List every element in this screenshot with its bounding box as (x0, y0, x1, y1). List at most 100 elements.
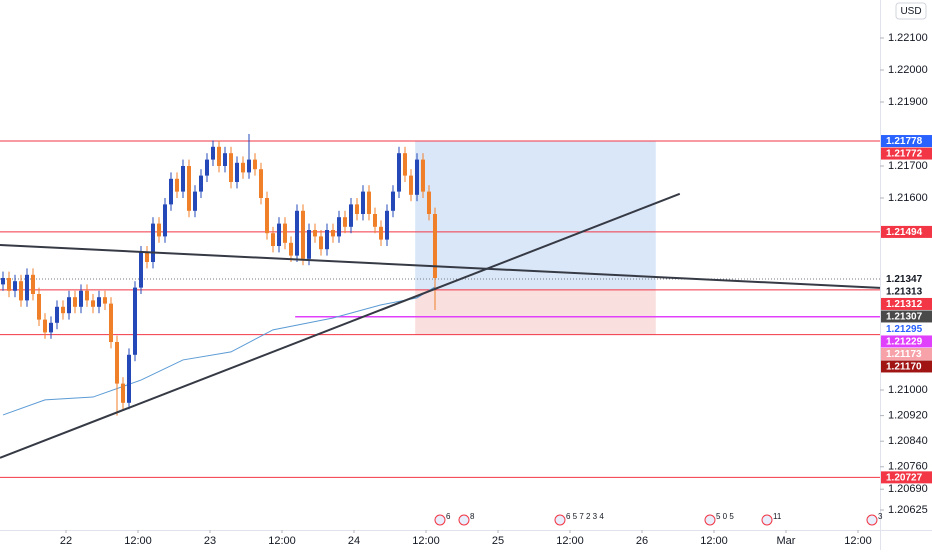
candle-body (288, 242, 293, 256)
candle-body (384, 210, 389, 240)
candle-body (396, 153, 401, 192)
candle-body (204, 159, 209, 176)
price-label: 1.21313 (886, 287, 923, 298)
price-label: 1.21778 (886, 136, 923, 147)
candle-body (264, 198, 269, 234)
event-label: 6 5 7 2 3 4 (566, 512, 604, 521)
price-label-box (881, 135, 932, 148)
x-tick-label: 25 (492, 535, 504, 547)
candle-body (42, 319, 47, 333)
price-label-box (881, 335, 932, 348)
candle-body (246, 159, 251, 173)
candle-body (30, 274, 35, 294)
x-tick-label: 12:00 (700, 535, 728, 547)
x-tick-label: 23 (204, 535, 216, 547)
candle-body (66, 297, 71, 314)
candle-body (360, 191, 365, 214)
price-label-box (881, 360, 932, 373)
candle-body (108, 303, 113, 342)
price-label: 1.21229 (886, 337, 923, 348)
candle-body (48, 322, 53, 333)
candle-body (270, 233, 275, 246)
currency-button[interactable] (895, 2, 927, 20)
y-tick-label: 1.20625 (888, 504, 928, 516)
stop-zone (415, 289, 656, 335)
y-tick-label: 1.21900 (888, 96, 928, 108)
trendline (0, 192, 681, 459)
event-label: 3 (878, 512, 883, 521)
candle-body (234, 162, 239, 182)
candle-body (276, 223, 281, 246)
price-label-box (881, 322, 932, 335)
candle-body (252, 159, 257, 170)
y-tick-label: 1.20760 (888, 461, 928, 473)
event-label: 8 (470, 512, 475, 521)
y-tick-label: 1.21700 (888, 160, 928, 172)
price-label-box (881, 272, 932, 285)
x-tick-label: 26 (636, 535, 648, 547)
candle-body (60, 306, 65, 314)
event-label: 5 0 5 (716, 512, 734, 521)
candle-body (366, 191, 371, 214)
candle-body (186, 166, 191, 211)
candle-body (72, 297, 77, 307)
candle-body (198, 175, 203, 192)
price-label-box (881, 147, 932, 160)
price-label-box (881, 297, 932, 310)
candle-body (162, 204, 167, 237)
candle-body (228, 153, 233, 182)
x-tick-label: 12:00 (412, 535, 440, 547)
x-tick-label: 12:00 (268, 535, 296, 547)
y-tick-label: 1.21600 (888, 192, 928, 204)
candle-body (144, 252, 149, 262)
candle-body (150, 223, 155, 262)
candle-body (102, 297, 107, 304)
candle-body (132, 287, 137, 355)
trendline (0, 244, 881, 289)
candle-body (408, 175, 413, 195)
candle-body (300, 210, 305, 259)
candle-body (138, 252, 143, 288)
candle-body (210, 146, 215, 160)
currency[interactable]: USD (900, 6, 921, 17)
event-label: 6 (446, 512, 451, 521)
candle-body (174, 178, 179, 192)
price-label-box (881, 285, 932, 298)
y-tick-label: 1.20690 (888, 483, 928, 495)
x-tick-label: 12:00 (556, 535, 584, 547)
candle-body (96, 297, 101, 307)
candle-body (372, 214, 377, 227)
price-label: 1.21772 (886, 149, 923, 160)
y-tick-label: 1.20840 (888, 435, 928, 447)
candle-body (168, 178, 173, 205)
candle-body (348, 204, 353, 227)
candle-body (90, 300, 95, 307)
candle-body (324, 230, 329, 250)
x-tick-label: 22 (60, 535, 72, 547)
candle-body (180, 166, 185, 192)
price-label: 1.21295 (886, 324, 923, 335)
candle-body (414, 159, 419, 195)
y-tick-label: 1.22100 (888, 32, 928, 44)
candle-body (126, 354, 131, 403)
candle-body (330, 230, 335, 237)
event-icon (704, 514, 716, 526)
price-label: 1.20727 (886, 473, 923, 484)
candle-body (36, 294, 41, 320)
candle-body (342, 217, 347, 227)
candle-body (420, 159, 425, 192)
candle-body (354, 204, 359, 214)
target-zone (415, 141, 656, 290)
moving-average (2, 286, 436, 416)
candle-body (402, 153, 407, 176)
y-tick-label: 1.22000 (888, 64, 928, 76)
candle-body (258, 169, 263, 198)
price-label-box (881, 471, 932, 484)
price-label: 1.21312 (886, 299, 923, 310)
x-tick-label: 12:00 (844, 535, 872, 547)
candle-body (426, 191, 431, 214)
candle-body (156, 223, 161, 237)
price-label-box (881, 225, 932, 238)
price-label: 1.21494 (886, 227, 923, 238)
